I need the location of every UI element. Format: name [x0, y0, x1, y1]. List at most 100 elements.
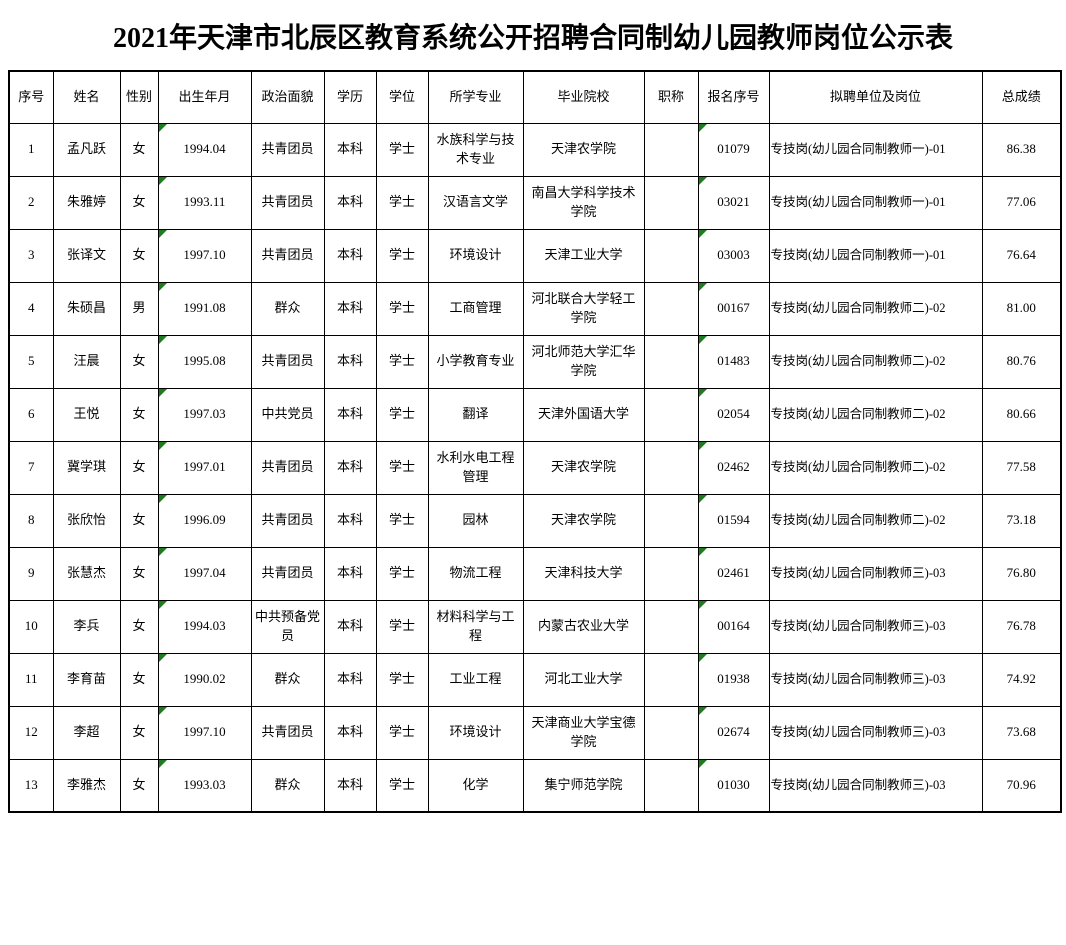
cell-major: 环境设计: [427, 705, 524, 760]
cell-index: 12: [8, 705, 54, 760]
cell-school: 天津工业大学: [522, 228, 645, 283]
cell-education: 本科: [323, 493, 377, 548]
header-position: 拟聘单位及岗位: [768, 70, 983, 124]
number-stored-as-text-marker-icon: [699, 654, 707, 662]
number-stored-as-text-marker-icon: [159, 283, 167, 291]
header-major: 所学专业: [427, 70, 524, 124]
cell-major: 汉语言文学: [427, 175, 524, 230]
cell-gender: 女: [119, 334, 159, 389]
cell-total-score: 76.78: [981, 599, 1062, 654]
number-stored-as-text-marker-icon: [159, 442, 167, 450]
cell-index: 13: [8, 758, 54, 813]
cell-major: 环境设计: [427, 228, 524, 283]
cell-birth-date: 1990.02: [157, 652, 252, 707]
cell-gender: 女: [119, 652, 159, 707]
cell-education: 本科: [323, 652, 377, 707]
number-stored-as-text-marker-icon: [699, 548, 707, 556]
cell-index: 7: [8, 440, 54, 495]
cell-education: 本科: [323, 546, 377, 601]
cell-degree: 学士: [375, 652, 429, 707]
cell-position: 专技岗(幼儿园合同制教师二)-02: [768, 281, 983, 336]
table-row: 4 朱硕昌男 1991.08 群众 本科 学士 工商管理 河北联合大学轻工学院 00167 专技岗…: [8, 281, 1062, 336]
cell-birth-date: 1995.08: [157, 334, 252, 389]
cell-index: 2: [8, 175, 54, 230]
cell-professional-title: [643, 122, 699, 177]
cell-political-status: 共青团员: [250, 705, 325, 760]
cell-registration-no: 02461: [697, 546, 770, 601]
number-stored-as-text-marker-icon: [699, 389, 707, 397]
number-stored-as-text-marker-icon: [699, 707, 707, 715]
cell-education: 本科: [323, 599, 377, 654]
cell-education: 本科: [323, 758, 377, 813]
cell-position: 专技岗(幼儿园合同制教师一)-01: [768, 175, 983, 230]
table-row: 9 张慧杰女 1997.04 共青团员 本科 学士 物流工程 天津科技大学 02461 专技岗(幼…: [8, 546, 1062, 601]
cell-education: 本科: [323, 228, 377, 283]
cell-professional-title: [643, 440, 699, 495]
cell-gender: 女: [119, 175, 159, 230]
cell-position: 专技岗(幼儿园合同制教师二)-02: [768, 440, 983, 495]
cell-professional-title: [643, 493, 699, 548]
number-stored-as-text-marker-icon: [699, 442, 707, 450]
table-row: 2 朱雅婷女 1993.11 共青团员 本科 学士 汉语言文学 南昌大学科学技术学院 03021…: [8, 175, 1062, 230]
cell-index: 4: [8, 281, 54, 336]
cell-gender: 女: [119, 599, 159, 654]
cell-professional-title: [643, 705, 699, 760]
cell-position: 专技岗(幼儿园合同制教师二)-02: [768, 493, 983, 548]
cell-degree: 学士: [375, 334, 429, 389]
cell-professional-title: [643, 758, 699, 813]
cell-professional-title: [643, 387, 699, 442]
cell-political-status: 群众: [250, 652, 325, 707]
cell-index: 5: [8, 334, 54, 389]
cell-name: 张欣怡: [52, 493, 121, 548]
cell-major: 工商管理: [427, 281, 524, 336]
cell-name: 汪晨: [52, 334, 121, 389]
cell-political-status: 共青团员: [250, 546, 325, 601]
cell-degree: 学士: [375, 546, 429, 601]
table-row: 12 李超女 1997.10 共青团员 本科 学士 环境设计 天津商业大学宝德学院 02674 专…: [8, 705, 1062, 760]
cell-birth-date: 1997.04: [157, 546, 252, 601]
cell-degree: 学士: [375, 281, 429, 336]
cell-registration-no: 00167: [697, 281, 770, 336]
number-stored-as-text-marker-icon: [159, 760, 167, 768]
cell-birth-date: 1994.04: [157, 122, 252, 177]
cell-education: 本科: [323, 387, 377, 442]
cell-degree: 学士: [375, 599, 429, 654]
number-stored-as-text-marker-icon: [699, 760, 707, 768]
cell-political-status: 共青团员: [250, 440, 325, 495]
cell-registration-no: 02462: [697, 440, 770, 495]
cell-registration-no: 01079: [697, 122, 770, 177]
header-professional-title: 职称: [643, 70, 699, 124]
table-body: 1 孟凡跃女 1994.04 共青团员 本科 学士 水族科学与技术专业 天津农学院 01079 专…: [8, 122, 1062, 813]
cell-major: 水利水电工程管理: [427, 440, 524, 495]
cell-index: 10: [8, 599, 54, 654]
cell-degree: 学士: [375, 175, 429, 230]
table-row: 8 张欣怡女 1996.09 共青团员 本科 学士 园林 天津农学院 01594 专技岗(幼儿园合…: [8, 493, 1062, 548]
cell-name: 张译文: [52, 228, 121, 283]
table-row: 10 李兵女 1994.03 中共预备党员 本科 学士 材料科学与工程 内蒙古农业大学 0016…: [8, 599, 1062, 654]
header-political-status: 政治面貌: [250, 70, 325, 124]
cell-school: 天津农学院: [522, 493, 645, 548]
table-row: 7 冀学琪女 1997.01 共青团员 本科 学士 水利水电工程管理 天津农学院 02462 专技…: [8, 440, 1062, 495]
number-stored-as-text-marker-icon: [159, 177, 167, 185]
cell-position: 专技岗(幼儿园合同制教师二)-02: [768, 387, 983, 442]
number-stored-as-text-marker-icon: [159, 548, 167, 556]
page-title: 2021年天津市北辰区教育系统公开招聘合同制幼儿园教师岗位公示表: [112, 23, 953, 54]
cell-school: 天津农学院: [522, 440, 645, 495]
cell-professional-title: [643, 281, 699, 336]
cell-major: 材料科学与工程: [427, 599, 524, 654]
cell-birth-date: 1991.08: [157, 281, 252, 336]
cell-political-status: 共青团员: [250, 493, 325, 548]
cell-total-score: 81.00: [981, 281, 1062, 336]
cell-political-status: 共青团员: [250, 228, 325, 283]
cell-total-score: 74.92: [981, 652, 1062, 707]
cell-school: 天津农学院: [522, 122, 645, 177]
cell-major: 园林: [427, 493, 524, 548]
cell-gender: 女: [119, 705, 159, 760]
cell-political-status: 共青团员: [250, 175, 325, 230]
cell-total-score: 77.58: [981, 440, 1062, 495]
cell-index: 9: [8, 546, 54, 601]
cell-position: 专技岗(幼儿园合同制教师一)-01: [768, 122, 983, 177]
cell-school: 天津科技大学: [522, 546, 645, 601]
cell-position: 专技岗(幼儿园合同制教师一)-01: [768, 228, 983, 283]
cell-gender: 女: [119, 546, 159, 601]
